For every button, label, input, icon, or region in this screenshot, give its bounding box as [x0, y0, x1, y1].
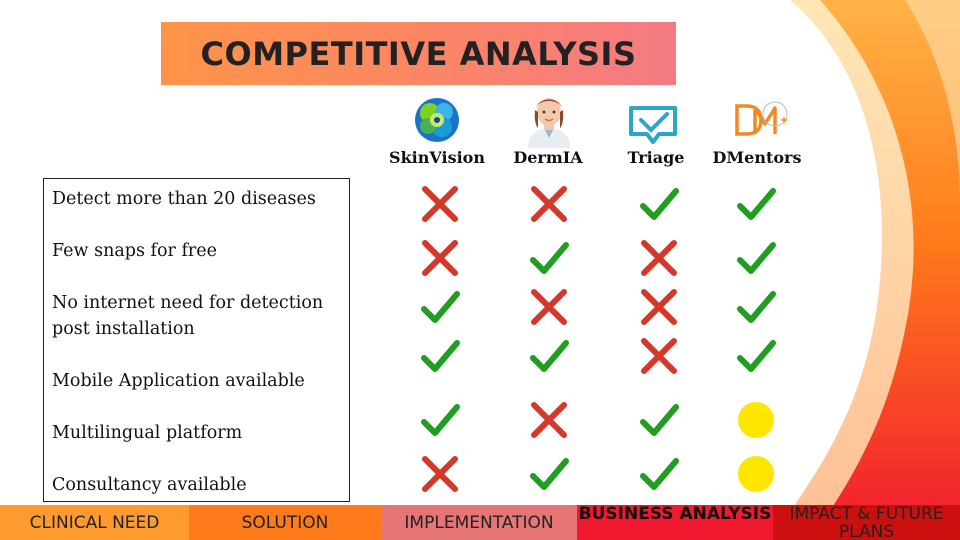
- title-banner: COMPETITIVE ANALYSIS: [161, 22, 676, 85]
- competitor-label-triage: Triage: [627, 148, 685, 167]
- nav-tab-business-analysis[interactable]: BUSINESS ANALYSIS: [577, 505, 773, 540]
- check-icon: [530, 242, 569, 274]
- cross-icon: [422, 186, 458, 222]
- cross-icon: [531, 289, 567, 325]
- feature-list-box: [43, 178, 350, 502]
- check-icon: [421, 340, 460, 372]
- doctor-avatar-icon: [528, 98, 570, 148]
- cross-icon: [531, 186, 567, 222]
- check-icon: [737, 291, 776, 323]
- feature-item: Detect more than 20 diseases: [52, 189, 316, 209]
- check-icon: [421, 404, 460, 436]
- check-icon: [737, 188, 776, 220]
- cross-icon: [422, 240, 458, 276]
- cross-icon: [641, 289, 677, 325]
- cross-icon: [422, 456, 458, 492]
- nav-tab-solution[interactable]: SOLUTION: [189, 505, 381, 540]
- dmentors-logo-icon: [735, 101, 788, 136]
- skinvision-logo-icon: [415, 98, 459, 142]
- check-icon: [737, 242, 776, 274]
- feature-item: Few snaps for free: [52, 241, 218, 261]
- nav-tab-clinical-need[interactable]: CLINICAL NEED: [0, 505, 189, 540]
- partial-indicator-icon: [738, 402, 774, 438]
- competitor-label-dmentors: DMentors: [712, 148, 802, 167]
- check-icon: [640, 404, 679, 436]
- check-icon: [530, 458, 569, 490]
- nav-tab-impact-future-plans[interactable]: IMPACT & FUTURE PLANS: [773, 505, 960, 540]
- feature-item: No internet need for detection post insta…: [52, 293, 324, 339]
- page-title: COMPETITIVE ANALYSIS: [200, 34, 637, 73]
- partial-indicator-icon: [738, 456, 774, 492]
- check-icon: [640, 188, 679, 220]
- triage-logo-icon: [629, 106, 677, 144]
- check-icon: [530, 340, 569, 372]
- section-nav-bar: CLINICAL NEED SOLUTION IMPLEMENTATION BU…: [0, 505, 960, 540]
- nav-tab-implementation[interactable]: IMPLEMENTATION: [381, 505, 577, 540]
- competitor-label-skinvision: SkinVision: [389, 148, 485, 167]
- check-icon: [421, 291, 460, 323]
- cross-icon: [641, 240, 677, 276]
- cross-icon: [531, 402, 567, 438]
- competitor-label-dermia: DermIA: [513, 148, 583, 167]
- check-icon: [640, 458, 679, 490]
- feature-item: Mobile Application available: [52, 371, 305, 391]
- feature-item: Multilingual platform: [52, 423, 243, 443]
- check-icon: [737, 340, 776, 372]
- feature-item: Consultancy available: [52, 475, 247, 495]
- cross-icon: [641, 338, 677, 374]
